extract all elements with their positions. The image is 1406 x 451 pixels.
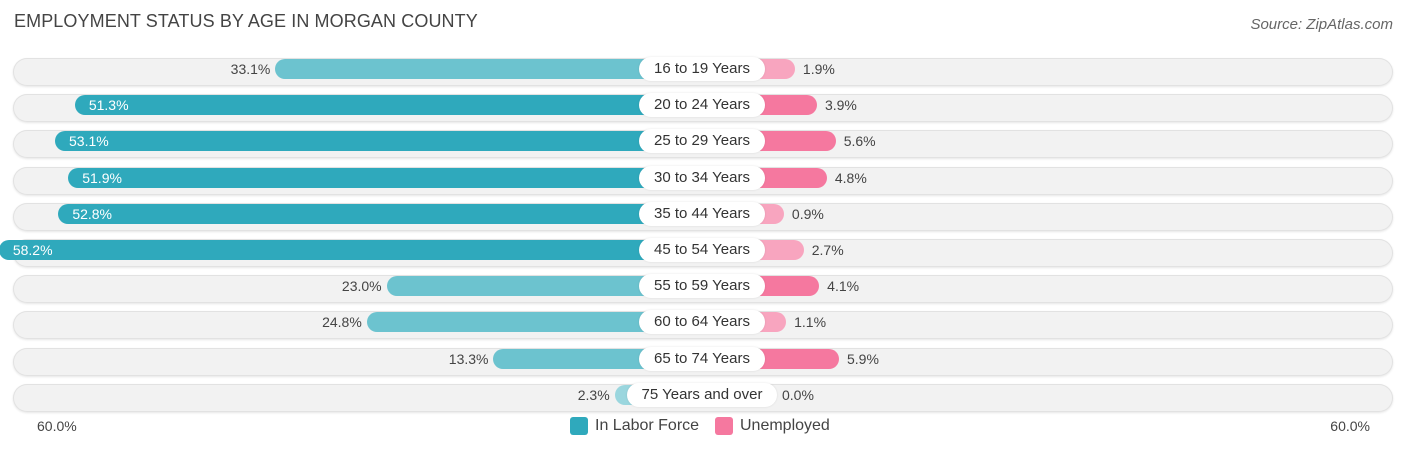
value-label-in-labor-force: 51.3% xyxy=(88,97,129,114)
category-label: 45 to 54 Years xyxy=(639,238,765,262)
legend-swatch-labor-force xyxy=(570,417,588,435)
legend: In Labor Force Unemployed xyxy=(0,416,1406,438)
bar-in-labor-force xyxy=(366,312,702,333)
chart-source: Source: ZipAtlas.com xyxy=(1250,16,1393,33)
value-label-in-labor-force: 24.8% xyxy=(322,314,362,331)
value-label-in-labor-force: 33.1% xyxy=(230,61,271,77)
value-label-unemployed: 5.9% xyxy=(846,350,879,367)
bar-in-labor-force xyxy=(58,203,702,224)
category-label: 20 to 24 Years xyxy=(639,93,765,118)
value-label-in-labor-force: 53.1% xyxy=(69,133,109,150)
value-label-unemployed: 5.6% xyxy=(843,133,876,150)
value-label-unemployed: 0.0% xyxy=(782,386,814,403)
category-label: 75 Years and over xyxy=(627,382,777,407)
value-label-in-labor-force: 23.0% xyxy=(341,278,382,295)
legend-swatch-unemployed xyxy=(715,417,733,435)
value-label-unemployed: 4.8% xyxy=(834,169,867,186)
bar-in-labor-force xyxy=(386,276,702,297)
value-label-unemployed: 3.9% xyxy=(824,97,857,114)
value-label-unemployed: 4.1% xyxy=(827,278,860,295)
value-label-in-labor-force: 51.9% xyxy=(82,169,122,186)
bar-in-labor-force xyxy=(68,167,702,188)
bar-in-labor-force xyxy=(55,131,702,152)
category-label: 30 to 34 Years xyxy=(639,165,765,190)
value-label-unemployed: 0.9% xyxy=(791,205,824,222)
axis-right-label: 60.0% xyxy=(1330,418,1370,434)
value-label-unemployed: 2.7% xyxy=(811,242,844,258)
category-label: 25 to 29 Years xyxy=(639,129,765,154)
value-label-in-labor-force: 58.2% xyxy=(12,242,53,258)
category-label: 35 to 44 Years xyxy=(639,201,765,226)
value-label-unemployed: 1.9% xyxy=(802,61,835,77)
category-label: 60 to 64 Years xyxy=(639,310,765,335)
value-label-unemployed: 1.1% xyxy=(794,314,827,331)
value-label-in-labor-force: 13.3% xyxy=(448,350,489,367)
bar-in-labor-force xyxy=(275,59,702,79)
value-label-in-labor-force: 52.8% xyxy=(72,205,113,222)
category-label: 65 to 74 Years xyxy=(639,346,765,371)
category-label: 16 to 19 Years xyxy=(639,57,765,81)
axis-left-label: 60.0% xyxy=(37,418,77,434)
chart-title: EMPLOYMENT STATUS BY AGE IN MORGAN COUNT… xyxy=(14,11,478,31)
bar-in-labor-force xyxy=(0,240,702,260)
legend-label-unemployed: Unemployed xyxy=(740,417,830,434)
category-label: 55 to 59 Years xyxy=(639,274,765,299)
legend-label-labor-force: In Labor Force xyxy=(595,417,700,434)
bar-in-labor-force xyxy=(74,95,702,116)
value-label-in-labor-force: 2.3% xyxy=(577,386,610,403)
